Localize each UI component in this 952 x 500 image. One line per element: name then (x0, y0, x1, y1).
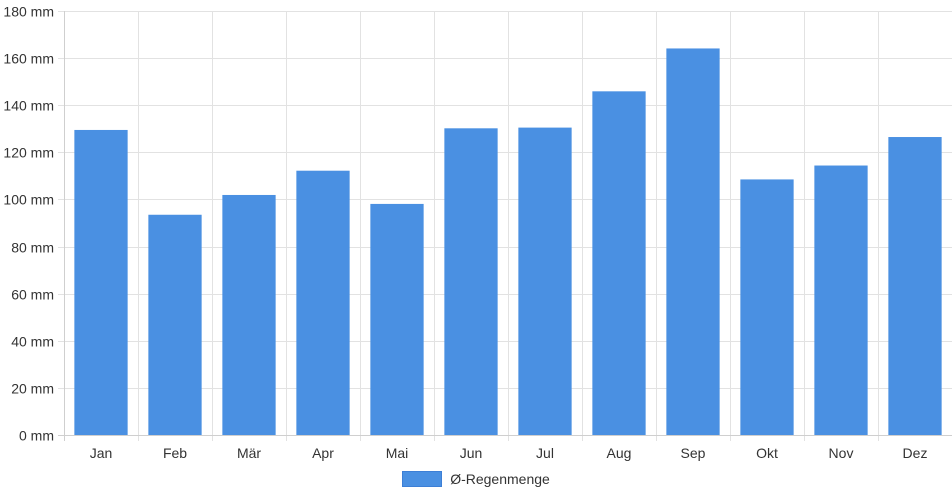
bar[interactable] (518, 127, 572, 435)
bar[interactable] (888, 137, 942, 435)
x-tick-label: Mai (386, 445, 409, 461)
y-tick-label: 160 mm (3, 51, 54, 67)
x-tick-label: Mär (237, 445, 261, 461)
x-tick-label: Aug (607, 445, 632, 461)
bar[interactable] (296, 170, 350, 435)
legend-swatch[interactable] (402, 471, 443, 487)
bar[interactable] (370, 203, 424, 435)
legend[interactable]: Ø-Regenmenge (0, 471, 952, 487)
x-tick-label: Dez (903, 445, 928, 461)
y-tick-label: 20 mm (11, 381, 54, 397)
x-tick-label: Jul (536, 445, 554, 461)
bar[interactable] (222, 194, 276, 435)
y-tick-label: 80 mm (11, 240, 54, 256)
bar[interactable] (444, 128, 498, 435)
y-tick-label: 100 mm (3, 192, 54, 208)
y-tick-label: 120 mm (3, 145, 54, 161)
bar[interactable] (740, 179, 794, 435)
x-tick-label: Apr (312, 445, 334, 461)
y-tick-label: 140 mm (3, 98, 54, 114)
bar[interactable] (148, 214, 202, 435)
x-tick-label: Nov (829, 445, 854, 461)
x-tick-label: Jun (460, 445, 483, 461)
y-tick-label: 180 mm (3, 4, 54, 20)
legend-label[interactable]: Ø-Regenmenge (450, 471, 550, 487)
bar[interactable] (592, 91, 646, 435)
bar[interactable] (814, 165, 868, 435)
x-tick-label: Feb (163, 445, 187, 461)
bar[interactable] (74, 129, 128, 435)
x-tick-label: Jan (90, 445, 113, 461)
y-tick-label: 60 mm (11, 287, 54, 303)
y-tick-label: 40 mm (11, 334, 54, 350)
x-tick-label: Sep (681, 445, 706, 461)
bar[interactable] (666, 48, 720, 435)
x-tick-label: Okt (756, 445, 778, 461)
y-tick-label: 0 mm (19, 428, 54, 444)
